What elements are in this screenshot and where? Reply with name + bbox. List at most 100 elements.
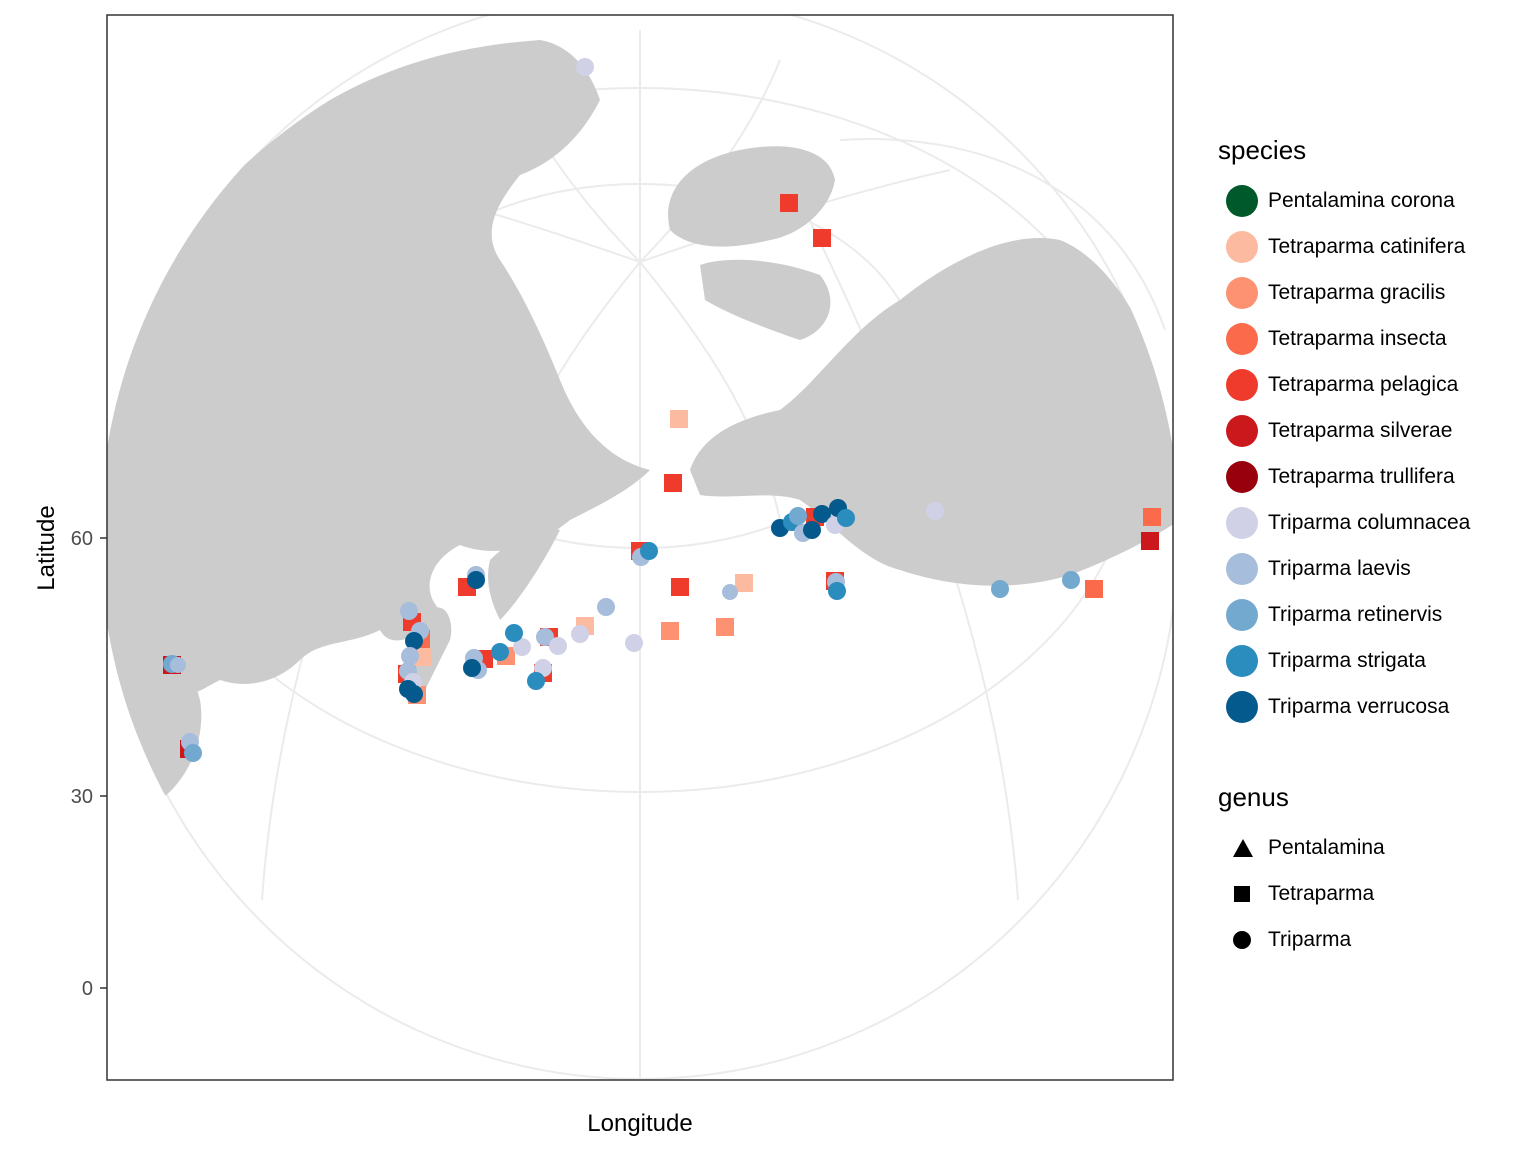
occurrence-triparma-verrucosa[interactable] — [813, 505, 831, 523]
occurrence-triparma-columnacea[interactable] — [571, 625, 589, 643]
species-color-swatch — [1226, 185, 1258, 217]
occurrence-triparma-retinervis[interactable] — [991, 580, 1009, 598]
species-legend: species Pentalamina corona Tetraparma cat… — [1218, 136, 1470, 730]
occurrence-triparma-verrucosa[interactable] — [803, 521, 821, 539]
species-legend-label: Tetraparma gracilis — [1268, 281, 1446, 304]
species-legend-label: Triparma strigata — [1268, 649, 1426, 672]
species-legend-label: Triparma verrucosa — [1268, 695, 1450, 718]
land-greenland — [668, 146, 835, 247]
y-axis: 60 30 0 — [71, 528, 107, 1000]
occurrence-triparma-retinervis[interactable] — [184, 744, 202, 762]
species-legend-key — [1218, 319, 1268, 359]
occurrence-tetraparma-gracilis[interactable] — [661, 622, 679, 640]
graticule-meridian — [839, 138, 1166, 331]
land-kamchatka — [488, 529, 560, 620]
occurrence-triparma-laevis[interactable] — [401, 647, 419, 665]
triangle-icon — [1232, 838, 1254, 863]
species-legend-label: Triparma columnacea — [1268, 511, 1471, 534]
species-legend-item: Tetraparma trullifera — [1218, 454, 1470, 500]
species-legend-key — [1218, 181, 1268, 221]
species-legend-item: Tetraparma catinifera — [1218, 224, 1470, 270]
y-axis-title: Latitude — [33, 505, 60, 590]
species-legend-item: Triparma strigata — [1218, 638, 1470, 684]
species-legend-title: species — [1218, 135, 1307, 165]
occurrence-tetraparma-insecta[interactable] — [1085, 580, 1103, 598]
occurrence-triparma-retinervis[interactable] — [1062, 571, 1080, 589]
genus-legend-key — [1218, 828, 1268, 868]
species-legend-item: Tetraparma silverae — [1218, 408, 1470, 454]
species-legend-key — [1218, 549, 1268, 589]
x-axis-title: Longitude — [587, 1110, 692, 1137]
land-japan — [414, 607, 452, 700]
genus-legend-title: genus — [1218, 782, 1289, 812]
occurrence-triparma-laevis[interactable] — [536, 628, 554, 646]
species-legend-label: Triparma retinervis — [1268, 603, 1443, 626]
occurrence-triparma-strigata[interactable] — [527, 672, 545, 690]
species-legend-key — [1218, 365, 1268, 405]
occurrence-tetraparma-pelagica[interactable] — [664, 474, 682, 492]
occurrence-triparma-strigata[interactable] — [640, 542, 658, 560]
species-color-swatch — [1226, 369, 1258, 401]
occurrence-tetraparma-pelagica[interactable] — [813, 229, 831, 247]
species-legend-item: Tetraparma insecta — [1218, 316, 1470, 362]
species-color-swatch — [1226, 507, 1258, 539]
species-legend-label: Tetraparma silverae — [1268, 419, 1453, 442]
occurrence-tetraparma-pelagica[interactable] — [780, 194, 798, 212]
panel-border — [106, 14, 1174, 1081]
occurrence-triparma-verrucosa[interactable] — [405, 685, 423, 703]
species-color-swatch — [1226, 691, 1258, 723]
land-north-america — [690, 238, 1173, 586]
occurrence-triparma-strigata[interactable] — [837, 509, 855, 527]
species-color-swatch — [1226, 277, 1258, 309]
occurrence-triparma-retinervis[interactable] — [789, 507, 807, 525]
circle-icon — [1232, 930, 1252, 955]
occurrence-triparma-strigata[interactable] — [491, 643, 509, 661]
map-panel — [107, 15, 1173, 1080]
occurrence-triparma-strigata[interactable] — [505, 624, 523, 642]
land-eurasia — [107, 40, 650, 760]
species-legend-label: Tetraparma insecta — [1268, 327, 1447, 350]
occurrence-triparma-laevis[interactable] — [597, 598, 615, 616]
species-legend-key — [1218, 687, 1268, 727]
occurrence-tetraparma-pelagica[interactable] — [671, 578, 689, 596]
occurrence-triparma-verrucosa[interactable] — [463, 659, 481, 677]
occurrence-triparma-laevis[interactable] — [722, 584, 738, 600]
species-legend-label: Tetraparma trullifera — [1268, 465, 1455, 488]
species-legend-key — [1218, 411, 1268, 451]
occurrence-triparma-strigata[interactable] — [828, 582, 846, 600]
species-legend-label: Tetraparma pelagica — [1268, 373, 1459, 396]
occurrence-tetraparma-silverae[interactable] — [1141, 532, 1159, 550]
species-legend-label: Pentalamina corona — [1268, 189, 1455, 212]
y-tick-label: 60 — [71, 528, 93, 550]
occurrence-tetraparma-catinifera[interactable] — [670, 410, 688, 428]
occurrence-triparma-verrucosa[interactable] — [405, 632, 423, 650]
species-legend-item: Tetraparma pelagica — [1218, 362, 1470, 408]
occurrence-tetraparma-insecta[interactable] — [1143, 508, 1161, 526]
occurrence-triparma-verrucosa[interactable] — [467, 571, 485, 589]
occurrence-triparma-laevis[interactable] — [170, 657, 186, 673]
species-legend-key — [1218, 503, 1268, 543]
y-tick-label: 0 — [82, 978, 93, 1000]
occurrence-tetraparma-catinifera[interactable] — [735, 574, 753, 592]
species-color-swatch — [1226, 599, 1258, 631]
occurrence-triparma-columnacea[interactable] — [576, 58, 594, 76]
species-legend-label: Triparma laevis — [1268, 557, 1411, 580]
species-legend-item: Tetraparma gracilis — [1218, 270, 1470, 316]
species-legend-label: Tetraparma catinifera — [1268, 235, 1466, 258]
square-icon — [1232, 884, 1252, 909]
species-legend-key — [1218, 227, 1268, 267]
occurrence-triparma-laevis[interactable] — [400, 602, 418, 620]
graticule-meridian — [639, 59, 781, 263]
occurrence-triparma-columnacea[interactable] — [549, 637, 567, 655]
species-color-swatch — [1226, 553, 1258, 585]
genus-legend-item: Pentalamina — [1218, 825, 1385, 871]
species-color-swatch — [1226, 461, 1258, 493]
species-legend-item: Triparma verrucosa — [1218, 684, 1470, 730]
occurrence-triparma-columnacea[interactable] — [513, 638, 531, 656]
occurrence-triparma-columnacea[interactable] — [625, 634, 643, 652]
species-legend-item: Triparma retinervis — [1218, 592, 1470, 638]
occurrence-triparma-columnacea[interactable] — [926, 502, 944, 520]
occurrence-tetraparma-gracilis[interactable] — [716, 618, 734, 636]
genus-legend-list: Pentalamina Tetraparma Triparma — [1218, 825, 1385, 963]
